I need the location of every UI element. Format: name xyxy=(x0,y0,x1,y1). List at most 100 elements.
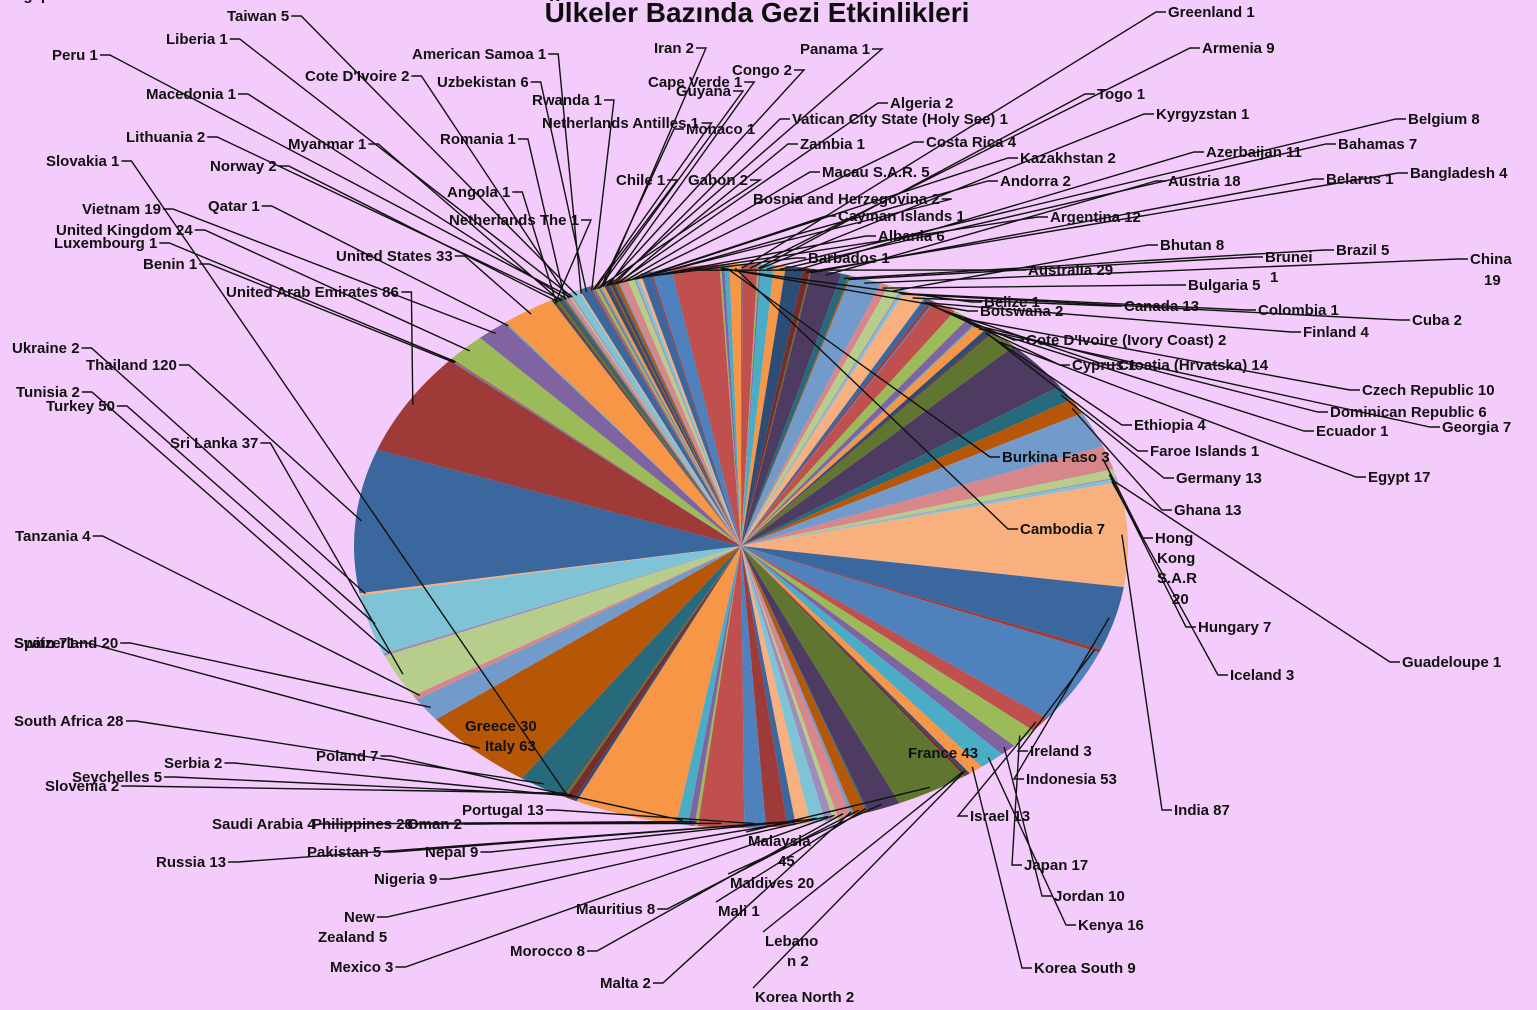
slice-label-bangladesh-4-7: Bangladesh 4 xyxy=(1410,165,1508,182)
slice-label-greenland-1-0: Greenland 1 xyxy=(1168,4,1255,21)
slice-label-morocco-8-57: Morocco 8 xyxy=(510,943,585,960)
slice-label-philippines-28-66: Philippines 28 xyxy=(312,816,413,833)
slice-label-belarus-1-8: Belarus 1 xyxy=(1326,171,1394,188)
slice-label-19-14: 19 xyxy=(1484,272,1501,289)
slice-label-poland-7-69: Poland 7 xyxy=(316,748,379,765)
slice-label-romania-1-95: Romania 1 xyxy=(440,131,516,148)
slice-label-algeria-2-115: Algeria 2 xyxy=(890,95,953,112)
slice-label-australia-29-125: Australia 29 xyxy=(1028,262,1113,279)
slice-label-india-87-40: India 87 xyxy=(1174,802,1230,819)
slice-label-egypt-17-30: Egypt 17 xyxy=(1368,469,1431,486)
slice-label-iran-2-109: Iran 2 xyxy=(654,40,694,57)
slice-label-iceland-3-39: Iceland 3 xyxy=(1230,667,1294,684)
slice-label-cuba-2-18: Cuba 2 xyxy=(1412,312,1462,329)
leader-line-ukraine-2 xyxy=(82,348,366,594)
slice-label-austria-18-9: Austria 18 xyxy=(1168,173,1241,190)
slice-label-norway-2-92: Norway 2 xyxy=(210,158,277,175)
slice-label-bulgaria-5-15: Bulgaria 5 xyxy=(1188,277,1261,294)
slice-label-macau-s-a-r-5-117: Macau S.A.R. 5 xyxy=(822,164,930,181)
slice-label-liberia-1-99: Liberia 1 xyxy=(166,31,228,48)
slice-label-sri-lanka-37-78: Sri Lanka 37 xyxy=(170,435,258,452)
slice-label-indonesia-53-41: Indonesia 53 xyxy=(1026,771,1117,788)
slice-label-cayman-islands-1-119: Cayman Islands 1 xyxy=(838,208,965,225)
slice-label-faroe-islands-1-29: Faroe Islands 1 xyxy=(1150,443,1259,460)
leader-line-united-arab-emirates-86 xyxy=(401,292,412,405)
slice-label-oman-2-67: Oman 2 xyxy=(407,816,462,833)
slice-label-malaysia-51: Malaysia xyxy=(748,833,811,850)
slice-label-albania-6-122: Albania 6 xyxy=(878,228,945,245)
slice-label-nigeria-9-61: Nigeria 9 xyxy=(374,871,437,888)
slice-label-zealand-5-60: Zealand 5 xyxy=(318,929,387,946)
slice-label-armenia-9-1: Armenia 9 xyxy=(1202,40,1275,57)
slice-label-kazakhstan-2-120: Kazakhstan 2 xyxy=(1020,150,1116,167)
slice-label-italy-63-132: Italy 63 xyxy=(485,738,536,755)
slice-label-nepal-9-62: Nepal 9 xyxy=(425,844,478,861)
slice-label-united-states-33-89: United States 33 xyxy=(336,248,453,265)
leader-line-armenia-9 xyxy=(750,48,1200,268)
slice-label-hong-33: Hong xyxy=(1155,530,1193,547)
slice-label-vietnam-19-87: Vietnam 19 xyxy=(82,201,161,218)
slice-label-barbados-1-123: Barbados 1 xyxy=(808,250,890,267)
slice-label-lithuania-2-94: Lithuania 2 xyxy=(126,129,205,146)
slice-label-japan-17-44: Japan 17 xyxy=(1024,857,1088,874)
slice-label-bhutan-8-16: Bhutan 8 xyxy=(1160,237,1224,254)
slice-label-netherlands-the-1-90: Netherlands The 1 xyxy=(449,212,579,229)
slice-label-new-59: New xyxy=(344,909,375,926)
slice-label-azerbaijan-11-6: Azerbaijan 11 xyxy=(1206,144,1302,161)
slice-label-korea-south-9-47: Korea South 9 xyxy=(1034,960,1136,977)
slice-label-mexico-3-58: Mexico 3 xyxy=(330,959,393,976)
slice-label-ghana-13-32: Ghana 13 xyxy=(1174,502,1242,519)
slice-label-cote-d-ivoire-ivory-coast-2-21: Cote D'Ivoire (Ivory Coast) 2 xyxy=(1026,332,1226,349)
slice-label-myanmar-1-93: Myanmar 1 xyxy=(288,136,366,153)
slice-label-portugal-13-65: Portugal 13 xyxy=(462,802,544,819)
slice-label-togo-1-2: Togo 1 xyxy=(1097,86,1145,103)
slice-label-south-africa-28-74: South Africa 28 xyxy=(14,713,123,730)
slice-label-gabon-2-106: Gabon 2 xyxy=(688,172,748,189)
slice-label-andorra-2-121: Andorra 2 xyxy=(1000,173,1071,190)
slice-label-pakistan-5-63: Pakistan 5 xyxy=(307,844,381,861)
slice-label-angola-1-91: Angola 1 xyxy=(447,184,510,201)
slice-label-brazil-5-10: Brazil 5 xyxy=(1336,242,1389,259)
slice-label-kong-34: Kong xyxy=(1157,550,1195,567)
leader-line-colombia-1 xyxy=(899,293,1256,310)
slice-label-united-arab-emirates-86-83: United Arab Emirates 86 xyxy=(226,284,399,301)
slice-label-malta-2-56: Malta 2 xyxy=(600,975,651,992)
slice-label-united-kingdom-24-86: United Kingdom 24 xyxy=(56,222,193,239)
slice-label-mali-1-54: Mali 1 xyxy=(718,903,760,920)
slice-label-bosnia-and-herzegovina-2-113: Bosnia and Herzegovina 2 xyxy=(753,191,940,208)
slice-label-45-52: 45 xyxy=(778,853,795,870)
slice-label-monaco-1-108: Monaco 1 xyxy=(686,121,755,138)
slice-label-colombia-1-17: Colombia 1 xyxy=(1258,302,1339,319)
slice-label-macedonia-1-96: Macedonia 1 xyxy=(146,86,236,103)
slice-label-peru-1-98: Peru 1 xyxy=(52,47,98,64)
slice-label-taiwan-5-100: Taiwan 5 xyxy=(227,8,289,25)
slice-label-greece-30-131: Greece 30 xyxy=(465,718,537,735)
slice-label-20-36: 20 xyxy=(1172,591,1189,608)
slice-label-belgium-8-4: Belgium 8 xyxy=(1408,111,1480,128)
slice-label-uzbekistan-6-102: Uzbekistan 6 xyxy=(437,74,529,91)
slice-label-jordan-10-45: Jordan 10 xyxy=(1054,888,1125,905)
slice-label-canada-13-19: Canada 13 xyxy=(1124,298,1199,315)
slice-label-ecuador-1-26: Ecuador 1 xyxy=(1316,423,1389,440)
slice-label-hungary-7-37: Hungary 7 xyxy=(1198,619,1271,636)
slice-label-turkey-50-80: Turkey 50 xyxy=(46,398,115,415)
slice-label-croatia-hrvatska-14-23: Croatia (Hrvatska) 14 xyxy=(1118,357,1269,374)
slice-label-lebano-49: Lebano xyxy=(765,933,818,950)
slice-label-n-2-50: n 2 xyxy=(787,953,809,970)
pie-slices xyxy=(354,264,1128,828)
slice-label-china-13: China xyxy=(1470,251,1512,268)
slice-label-botswana-2-127: Botswana 2 xyxy=(980,303,1063,320)
slice-label-saudi-arabia-4-68: Saudi Arabia 4 xyxy=(212,816,316,833)
slice-label-bahamas-7-5: Bahamas 7 xyxy=(1338,136,1417,153)
slice-label-s-a-r-35: S.A.R xyxy=(1157,570,1197,587)
slice-label-israel-13-43: Israel 13 xyxy=(970,808,1030,825)
slice-label-costa-rica-4-118: Costa Rica 4 xyxy=(926,134,1017,151)
leader-line-american-samoa-1 xyxy=(548,54,581,294)
slice-label-american-samoa-1-101: American Samoa 1 xyxy=(412,46,546,63)
slice-label-germany-13-31: Germany 13 xyxy=(1176,470,1262,487)
leader-line-bulgaria-5 xyxy=(883,285,1186,288)
slice-label-ukraine-2-81: Ukraine 2 xyxy=(12,340,80,357)
leader-line-tunisia-2 xyxy=(82,392,389,653)
slice-label-rwanda-1-103: Rwanda 1 xyxy=(532,92,602,109)
slice-label-slovenia-2-72: Slovenia 2 xyxy=(45,778,119,795)
